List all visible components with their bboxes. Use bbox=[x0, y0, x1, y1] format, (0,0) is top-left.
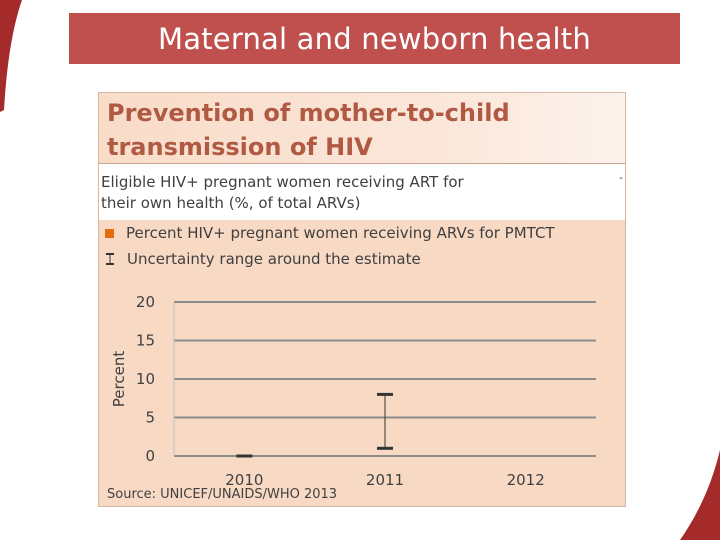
panel-heading: Prevention of mother-to-child transmissi… bbox=[107, 96, 617, 164]
art-note-line2: their own health (%, of total ARVs) bbox=[101, 194, 361, 212]
chart-legend: Percent HIV+ pregnant women receiving AR… bbox=[99, 221, 625, 273]
corner-swoosh-decoration bbox=[680, 450, 720, 540]
slide-title: Maternal and newborn health bbox=[158, 21, 591, 56]
art-note-text: Eligible HIV+ pregnant women receiving A… bbox=[101, 172, 521, 214]
panel-heading-line1: Prevention of mother-to-child bbox=[107, 99, 510, 127]
legend-label-uncertainty: Uncertainty range around the estimate bbox=[127, 250, 421, 268]
y-tick-label: 20 bbox=[136, 293, 155, 311]
y-tick-label: 10 bbox=[136, 370, 155, 388]
slide-title-bar: Maternal and newborn health bbox=[69, 13, 680, 64]
legend-item-series: Percent HIV+ pregnant women receiving AR… bbox=[105, 221, 555, 245]
legend-square-icon bbox=[105, 228, 114, 238]
y-tick-label: 15 bbox=[136, 332, 155, 350]
legend-label-series: Percent HIV+ pregnant women receiving AR… bbox=[126, 224, 555, 242]
percent-chart: 0 5 10 15 20 Percent 2010 2011 2012 bbox=[110, 293, 596, 489]
indicator-panel: Prevention of mother-to-child transmissi… bbox=[98, 92, 626, 507]
source-note: Source: UNICEF/UNAIDS/WHO 2013 bbox=[107, 487, 338, 502]
corner-swoosh-decoration bbox=[0, 0, 22, 112]
y-tick-label: 0 bbox=[145, 447, 155, 465]
panel-header: Prevention of mother-to-child transmissi… bbox=[99, 93, 625, 164]
legend-item-uncertainty: Uncertainty range around the estimate bbox=[105, 247, 421, 271]
x-tick-label: 2010 bbox=[225, 471, 263, 489]
panel-heading-line2: transmission of HIV bbox=[107, 133, 373, 161]
x-tick-label: 2011 bbox=[366, 471, 404, 489]
x-tick-label: 2012 bbox=[507, 471, 545, 489]
art-note-value: - bbox=[619, 170, 623, 184]
y-tick-label: 5 bbox=[145, 409, 155, 427]
y-axis-label: Percent bbox=[110, 351, 128, 408]
error-bar-icon bbox=[106, 253, 114, 265]
chart-area: 0 5 10 15 20 Percent 2010 2011 2012 bbox=[99, 276, 625, 506]
art-note: Eligible HIV+ pregnant women receiving A… bbox=[99, 164, 625, 220]
art-note-line1: Eligible HIV+ pregnant women receiving A… bbox=[101, 173, 464, 191]
